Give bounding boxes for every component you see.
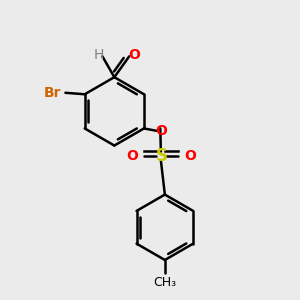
Text: O: O — [155, 124, 167, 138]
Text: S: S — [155, 147, 167, 165]
Text: O: O — [129, 48, 140, 62]
Text: O: O — [126, 149, 138, 163]
Text: CH₃: CH₃ — [153, 276, 176, 289]
Text: H: H — [94, 48, 104, 62]
Text: O: O — [184, 149, 196, 163]
Text: Br: Br — [44, 86, 61, 100]
